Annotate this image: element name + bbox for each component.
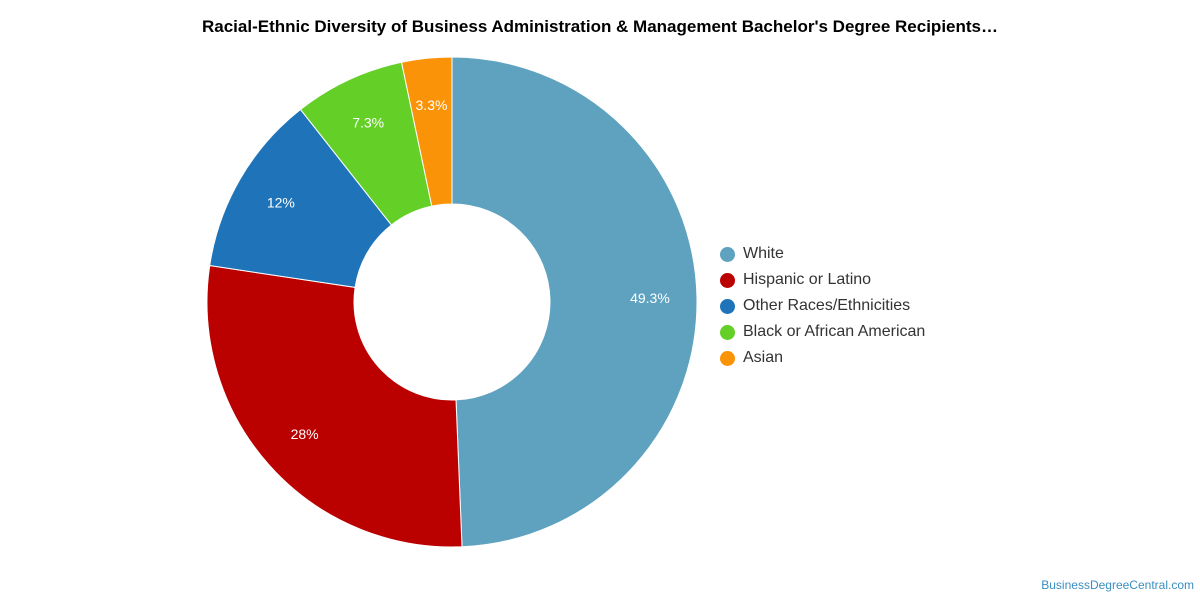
slice-label-black-or-african-american: 7.3%: [352, 115, 384, 131]
legend-label-hispanic-or-latino: Hispanic or Latino: [743, 271, 872, 288]
legend-swatch-other-races-ethnicities: [720, 298, 735, 314]
legend-label-black-or-african-american: Black or African American: [743, 323, 926, 340]
slice-other-races-ethnicities[interactable]: [209, 108, 393, 288]
legend: White Hispanic or Latino Other Races/Ethni…: [720, 241, 925, 371]
slice-label-hispanic-or-latino: 28%: [291, 426, 319, 442]
slice-label-other-races-ethnicities: 12%: [267, 194, 295, 210]
watermark: BusinessDegreeCentral.com: [1041, 578, 1194, 592]
slices-group: [206, 56, 698, 548]
legend-item-white[interactable]: White: [720, 241, 925, 267]
legend-swatch-black-or-african-american: [720, 324, 735, 340]
legend-label-white: White: [743, 245, 784, 262]
slice-hispanic-or-latino[interactable]: [206, 264, 463, 548]
slice-asian[interactable]: [400, 56, 453, 207]
slice-label-white: 49.3%: [630, 290, 670, 306]
slice-label-asian: 3.3%: [416, 97, 448, 113]
legend-swatch-hispanic-or-latino: [720, 272, 735, 288]
slice-labels-group: 49.3% 28% 12% 7.3% 3.3%: [267, 97, 670, 442]
legend-item-other-races-ethnicities[interactable]: Other Races/Ethnicities: [720, 293, 925, 319]
legend-swatch-asian: [720, 350, 735, 366]
legend-label-asian: Asian: [743, 349, 784, 366]
chart-title: Racial-Ethnic Diversity of Business Admi…: [201, 17, 998, 36]
legend-swatch-white: [720, 246, 735, 262]
legend-item-asian[interactable]: Asian: [720, 345, 925, 371]
slice-white[interactable]: [451, 56, 698, 548]
legend-item-hispanic-or-latino[interactable]: Hispanic or Latino: [720, 267, 925, 293]
legend-label-other-races-ethnicities: Other Races/Ethnicities: [743, 297, 911, 314]
legend-item-black-or-african-american[interactable]: Black or African American: [720, 319, 925, 345]
